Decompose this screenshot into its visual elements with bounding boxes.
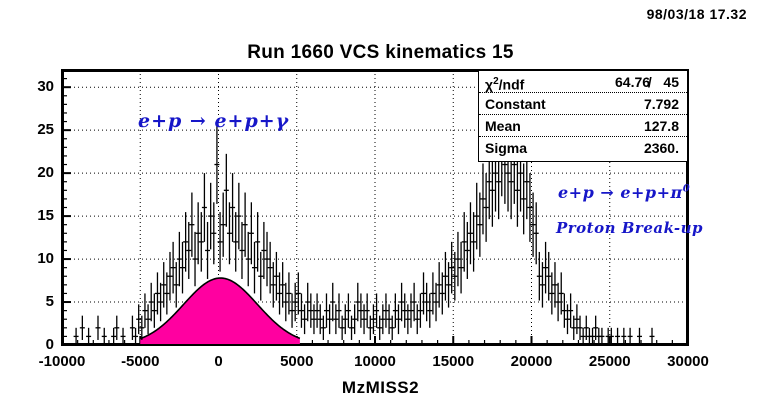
fit-stats-box: χ2/ndf 64.76 / 45 Constant 7.792 Mean 12…	[478, 70, 688, 162]
stats-label-chi2: χ2/ndf	[485, 76, 525, 93]
y-tick-label: 30	[37, 78, 54, 96]
y-tick-label: 20	[37, 164, 54, 182]
y-tick-label: 25	[37, 121, 54, 139]
page-title: Run 1660 VCS kinematics 15	[247, 42, 514, 63]
annotation-pi0-reaction: e+p → e+p+π0	[558, 183, 690, 202]
annotation-gamma-reaction: e+p → e+p+γ	[138, 110, 290, 132]
x-tick-label: 20000	[510, 353, 553, 370]
stats-value-mean: 127.8	[643, 118, 679, 134]
annotation-pi0-superscript: 0	[682, 183, 691, 195]
x-tick-label: -5000	[121, 353, 160, 370]
x-tick-label: -10000	[38, 353, 86, 370]
x-tick-label: 5000	[280, 353, 314, 370]
stats-row-sigma: Sigma 2360.	[479, 137, 687, 159]
stats-row-mean: Mean 127.8	[479, 115, 687, 137]
stats-value-constant: 7.792	[643, 96, 679, 112]
stats-value-ndf: / 45	[647, 74, 679, 90]
x-tick-label: 15000	[432, 353, 475, 370]
stats-row-constant: Constant 7.792	[479, 93, 687, 115]
stats-label-sigma: Sigma	[485, 140, 528, 156]
stats-value-chi2: 64.76	[615, 74, 651, 90]
annotation-proton-breakup: Proton Break-up	[556, 219, 703, 237]
annotation-pi0-text: e+p → e+p+π	[558, 183, 683, 202]
x-axis-title: MzMISS2	[341, 378, 420, 397]
y-tick-label: 0	[45, 336, 54, 353]
x-tick-label: 30000	[667, 353, 709, 370]
stats-value-sigma: 2360.	[643, 140, 679, 156]
stats-label-constant: Constant	[485, 96, 546, 112]
y-tick-label: 5	[45, 293, 54, 311]
x-tick-label: 10000	[354, 353, 396, 370]
x-tick-label: 0	[214, 353, 223, 370]
stats-label-mean: Mean	[485, 118, 521, 134]
stats-row-chi2: χ2/ndf 64.76 / 45	[479, 71, 687, 93]
y-tick-label: 10	[37, 250, 54, 268]
datestamp: 98/03/18 17.32	[646, 6, 747, 22]
x-tick-label: 25000	[588, 353, 631, 370]
y-tick-label: 15	[37, 207, 54, 225]
